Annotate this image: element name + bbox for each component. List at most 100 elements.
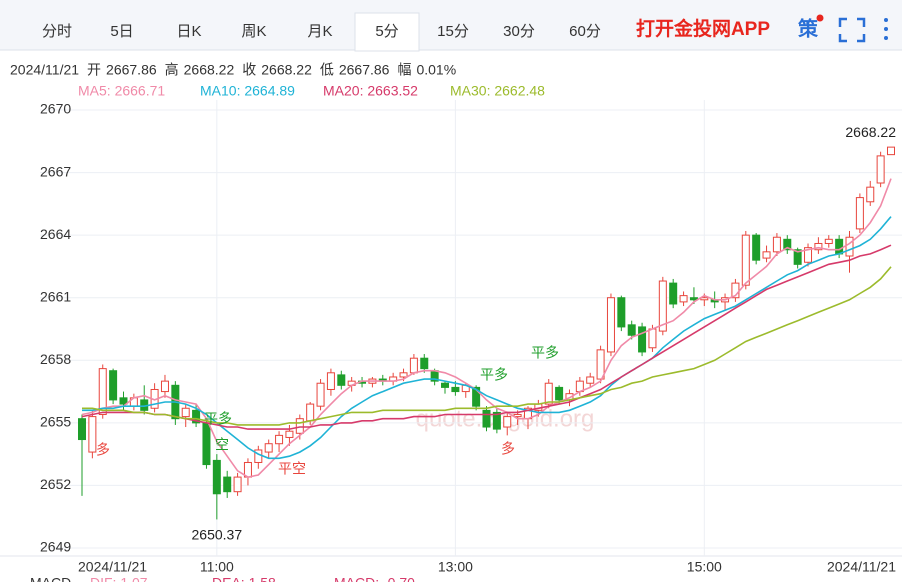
candle-body bbox=[275, 434, 284, 445]
candle-body bbox=[845, 236, 854, 257]
tab[interactable]: 60分 bbox=[569, 23, 601, 40]
candle-body bbox=[793, 249, 802, 265]
tab[interactable]: 周K bbox=[241, 23, 266, 40]
candle-body bbox=[658, 280, 667, 332]
legend-entry: MA30: 2662.48 bbox=[450, 83, 545, 99]
candle-body bbox=[783, 238, 792, 251]
trade-signal: 多 bbox=[96, 442, 110, 458]
candle-body bbox=[824, 238, 833, 244]
candle-body bbox=[181, 407, 190, 418]
y-tick-label: 2670 bbox=[40, 101, 71, 117]
candle-body bbox=[316, 382, 325, 407]
candle-body bbox=[689, 297, 698, 301]
candle-body bbox=[855, 197, 864, 230]
candle-body bbox=[700, 297, 709, 301]
candle-body bbox=[866, 186, 875, 203]
candle-body bbox=[638, 326, 647, 353]
candle-body bbox=[804, 247, 813, 263]
fullscreen-icon[interactable] bbox=[838, 17, 866, 43]
candle-body bbox=[544, 382, 553, 405]
candle-body bbox=[648, 328, 657, 349]
y-tick-label: 2649 bbox=[40, 539, 71, 555]
candle-body bbox=[752, 234, 761, 261]
candle-body bbox=[202, 422, 211, 466]
macd-legend: MACD: -0.70 bbox=[334, 575, 415, 582]
candle-body bbox=[337, 374, 346, 386]
trade-signal: 平空 bbox=[278, 461, 306, 477]
strategy-icon[interactable]: 策 bbox=[798, 16, 819, 40]
candle-body bbox=[492, 411, 501, 430]
candle-body bbox=[669, 282, 678, 305]
min-label: 2650.37 bbox=[192, 527, 243, 543]
candle-body bbox=[451, 386, 460, 393]
macd-legend: DIF: 1.07 bbox=[90, 575, 148, 582]
info-label: 收 bbox=[242, 62, 256, 78]
candle-body bbox=[420, 357, 429, 370]
legend-entry: MA10: 2664.89 bbox=[200, 83, 295, 99]
macd-legend: DEA: 1.58 bbox=[212, 575, 276, 582]
candle-body bbox=[399, 372, 408, 378]
tab[interactable]: 5分 bbox=[375, 23, 398, 40]
candle-body bbox=[835, 238, 844, 255]
info-label: 开 bbox=[87, 62, 101, 78]
info-value: 2667.86 bbox=[106, 62, 157, 78]
candle-body bbox=[441, 382, 450, 388]
y-tick-label: 2664 bbox=[40, 226, 71, 242]
info-label: 低 bbox=[320, 62, 334, 78]
x-tick-label: 2024/11/21 bbox=[78, 559, 147, 575]
candle-body bbox=[814, 242, 823, 251]
legend-entry: MA5: 2666.71 bbox=[78, 83, 165, 99]
candle-body bbox=[772, 236, 781, 253]
candle-body bbox=[596, 349, 605, 380]
candle-body bbox=[223, 476, 232, 493]
candle-body bbox=[192, 409, 201, 424]
tab[interactable]: 15分 bbox=[437, 23, 469, 40]
candle-body bbox=[513, 414, 522, 418]
tab[interactable]: 月K bbox=[307, 23, 332, 40]
candle-body bbox=[555, 386, 564, 401]
legend-entry: MA20: 2663.52 bbox=[323, 83, 418, 99]
trade-signal: 空 bbox=[215, 437, 229, 453]
trade-signal: 平多 bbox=[531, 345, 559, 361]
info-label: 高 bbox=[165, 62, 179, 78]
y-tick-label: 2652 bbox=[40, 476, 71, 492]
candle-body bbox=[88, 416, 97, 453]
candle-body bbox=[482, 409, 491, 428]
candle-body bbox=[503, 416, 512, 428]
candle-body bbox=[617, 297, 626, 328]
trade-signal: 平多 bbox=[480, 367, 508, 383]
ma-line bbox=[82, 266, 892, 426]
ma-line bbox=[81, 178, 892, 478]
info-value: 2668.22 bbox=[261, 62, 312, 78]
y-tick-label: 2661 bbox=[40, 288, 71, 304]
more-icon[interactable] bbox=[884, 18, 888, 40]
candle-body bbox=[887, 146, 895, 156]
candle-body bbox=[285, 430, 294, 438]
info-value: 2667.86 bbox=[339, 62, 390, 78]
candle-body bbox=[586, 376, 595, 384]
candle-body bbox=[78, 418, 86, 441]
ma-line bbox=[81, 244, 892, 430]
brand[interactable]: 打开金投网APP bbox=[636, 17, 770, 40]
candle-body bbox=[233, 476, 242, 493]
candle-body bbox=[306, 403, 315, 422]
y-tick-label: 2667 bbox=[40, 163, 71, 179]
info-value: 0.01% bbox=[416, 62, 456, 78]
tab[interactable]: 分时 bbox=[42, 23, 72, 40]
tab[interactable]: 日K bbox=[176, 23, 201, 40]
x-tick-label: 11:00 bbox=[200, 559, 234, 575]
candle-body bbox=[876, 155, 885, 184]
candle-body bbox=[109, 370, 118, 401]
active-tab-bg bbox=[354, 12, 420, 52]
macd-legend: MACD bbox=[30, 575, 71, 582]
candle-body bbox=[627, 324, 636, 336]
candle-body bbox=[212, 459, 221, 495]
tab[interactable]: 30分 bbox=[503, 23, 535, 40]
tab[interactable]: 5日 bbox=[110, 23, 133, 40]
candle-body bbox=[762, 251, 771, 259]
candle-body bbox=[741, 234, 750, 286]
y-tick-label: 2658 bbox=[40, 351, 71, 367]
info-value: 2668.22 bbox=[184, 62, 235, 78]
